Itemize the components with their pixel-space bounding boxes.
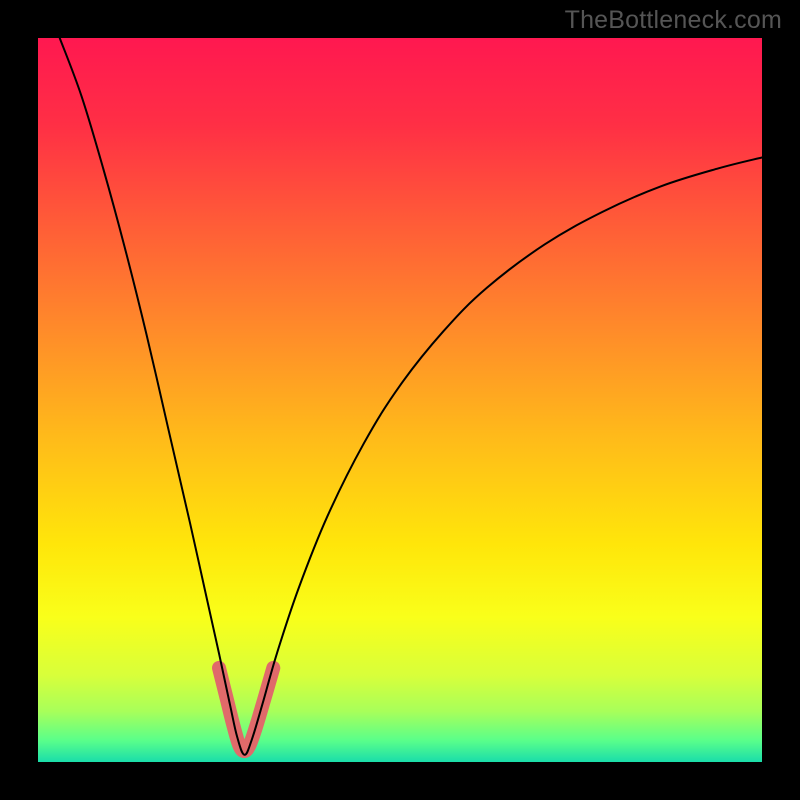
chart-container: TheBottleneck.com bbox=[0, 0, 800, 800]
plot-area bbox=[38, 38, 762, 762]
watermark-text: TheBottleneck.com bbox=[565, 6, 782, 35]
bottleneck-curve-chart bbox=[38, 38, 762, 762]
gradient-background bbox=[38, 38, 762, 762]
